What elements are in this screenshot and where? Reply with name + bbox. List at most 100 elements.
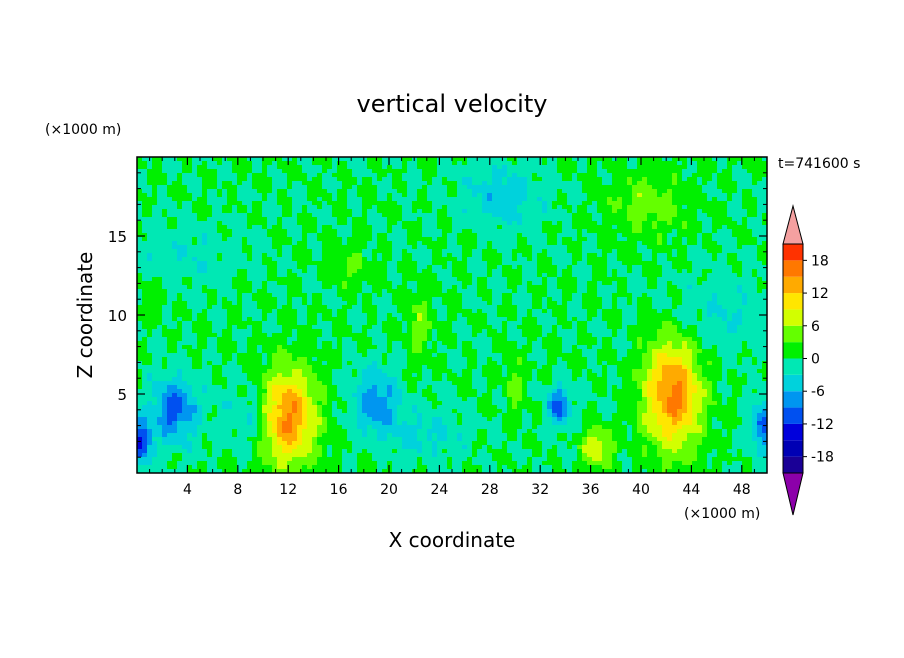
contour-cell bbox=[607, 189, 613, 194]
contour-cell bbox=[392, 313, 398, 318]
contour-cell bbox=[507, 217, 513, 222]
contour-cell bbox=[222, 213, 228, 218]
contour-cell bbox=[647, 157, 653, 162]
contour-cell bbox=[487, 289, 493, 294]
contour-cell bbox=[737, 233, 743, 238]
contour-cell bbox=[492, 269, 498, 274]
contour-cell bbox=[422, 273, 428, 278]
contour-cell bbox=[202, 297, 208, 302]
contour-cell bbox=[472, 193, 478, 198]
contour-cell bbox=[237, 293, 243, 298]
contour-cell bbox=[332, 281, 338, 286]
contour-cell bbox=[742, 221, 748, 226]
contour-cell bbox=[627, 237, 633, 242]
contour-cell bbox=[292, 193, 298, 198]
contour-cell bbox=[417, 177, 423, 182]
contour-cell bbox=[347, 273, 353, 278]
contour-cell bbox=[397, 269, 403, 274]
contour-cell bbox=[577, 185, 583, 190]
contour-cell bbox=[502, 253, 508, 258]
contour-cell bbox=[657, 165, 663, 170]
contour-cell bbox=[157, 177, 163, 182]
contour-cell bbox=[682, 193, 688, 198]
contour-cell bbox=[387, 197, 393, 202]
contour-cell bbox=[632, 241, 638, 246]
contour-cell bbox=[557, 273, 563, 278]
contour-cell bbox=[752, 173, 758, 178]
contour-cell bbox=[697, 165, 703, 170]
contour-cell bbox=[737, 165, 743, 170]
contour-cell bbox=[627, 289, 633, 294]
contour-cell bbox=[452, 185, 458, 190]
contour-cell bbox=[712, 173, 718, 178]
contour-cell bbox=[307, 205, 313, 210]
contour-cell bbox=[652, 285, 658, 290]
contour-cell bbox=[287, 249, 293, 254]
contour-cell bbox=[372, 309, 378, 314]
contour-cell bbox=[562, 261, 568, 266]
contour-cell bbox=[737, 177, 743, 182]
contour-cell bbox=[627, 157, 633, 162]
contour-cell bbox=[377, 185, 383, 190]
contour-cell bbox=[517, 193, 523, 198]
contour-cell bbox=[732, 181, 738, 186]
contour-cell bbox=[552, 177, 558, 182]
contour-cell bbox=[557, 305, 563, 310]
contour-cell bbox=[142, 301, 148, 306]
contour-cell bbox=[322, 285, 328, 290]
contour-cell bbox=[652, 193, 658, 198]
contour-cell bbox=[522, 273, 528, 278]
contour-cell bbox=[732, 205, 738, 210]
contour-cell bbox=[397, 277, 403, 282]
contour-cell bbox=[692, 193, 698, 198]
contour-cell bbox=[717, 281, 723, 286]
contour-cell bbox=[542, 165, 548, 170]
contour-cell bbox=[572, 261, 578, 266]
contour-cell bbox=[727, 285, 733, 290]
contour-cell bbox=[167, 185, 173, 190]
contour-cell bbox=[272, 213, 278, 218]
contour-cell bbox=[717, 225, 723, 230]
contour-cell bbox=[307, 265, 313, 270]
contour-cell bbox=[762, 165, 768, 170]
contour-cell bbox=[347, 225, 353, 230]
contour-cell bbox=[157, 257, 163, 262]
contour-cell bbox=[647, 189, 653, 194]
contour-cell bbox=[547, 237, 553, 242]
contour-cell bbox=[712, 249, 718, 254]
contour-cell bbox=[502, 305, 508, 310]
contour-cell bbox=[697, 209, 703, 214]
contour-cell bbox=[347, 217, 353, 222]
contour-cell bbox=[537, 213, 543, 218]
contour-cell bbox=[162, 253, 168, 258]
contour-cell bbox=[622, 221, 628, 226]
contour-cell bbox=[292, 201, 298, 206]
contour-cell bbox=[272, 181, 278, 186]
contour-cell bbox=[172, 245, 178, 250]
contour-cell bbox=[542, 293, 548, 298]
contour-cell bbox=[512, 289, 518, 294]
contour-cell bbox=[607, 293, 613, 298]
contour-cell bbox=[507, 177, 513, 182]
contour-cell bbox=[612, 201, 618, 206]
contour-cell bbox=[137, 157, 143, 162]
contour-cell bbox=[442, 201, 448, 206]
contour-cell bbox=[577, 301, 583, 306]
contour-cell bbox=[182, 197, 188, 202]
contour-cell bbox=[617, 249, 623, 254]
contour-cell bbox=[752, 221, 758, 226]
contour-cell bbox=[402, 297, 408, 302]
contour-cell bbox=[312, 189, 318, 194]
contour-cell bbox=[352, 253, 358, 258]
contour-cell bbox=[147, 313, 153, 318]
contour-cell bbox=[632, 245, 638, 250]
contour-cell bbox=[517, 241, 523, 246]
contour-cell bbox=[312, 229, 318, 234]
contour-cell bbox=[602, 177, 608, 182]
contour-cell bbox=[292, 205, 298, 210]
contour-cell bbox=[402, 213, 408, 218]
contour-cell bbox=[237, 229, 243, 234]
contour-cell bbox=[252, 185, 258, 190]
contour-cell bbox=[732, 281, 738, 286]
contour-cell bbox=[662, 293, 668, 298]
